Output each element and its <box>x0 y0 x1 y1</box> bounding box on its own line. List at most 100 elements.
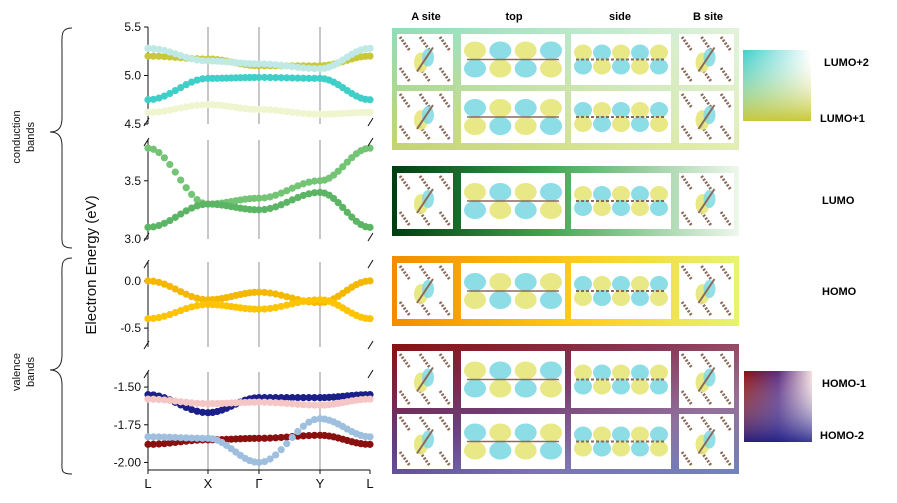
band-point <box>288 63 296 71</box>
band-point <box>166 106 174 114</box>
band-point <box>193 76 201 84</box>
band-point <box>255 398 263 406</box>
axis-break <box>367 259 374 269</box>
band-point <box>144 108 152 116</box>
band-point <box>272 74 280 82</box>
panel-conduction-upper: 4.5 5.0 5.5 <box>124 20 374 131</box>
y-tick-label: -1.75 <box>114 418 142 432</box>
band-series <box>144 44 374 73</box>
band-point <box>149 95 158 103</box>
y-tick-label: 0.0 <box>124 274 141 288</box>
top-view <box>461 91 565 143</box>
band-point <box>305 64 313 72</box>
band-point <box>166 439 174 447</box>
valence-label-line2: bands <box>25 357 37 387</box>
band-point <box>305 431 313 440</box>
band-point <box>299 432 307 440</box>
band-point <box>255 194 263 202</box>
band-point <box>366 223 374 231</box>
band-point <box>305 296 313 305</box>
band-point <box>188 190 196 199</box>
band-point <box>366 44 374 52</box>
band-point <box>171 308 179 317</box>
y-tick-label: 5.0 <box>124 69 141 83</box>
band-point <box>294 400 302 408</box>
band-point <box>193 56 201 64</box>
band-point <box>188 399 196 407</box>
top-view <box>461 173 565 229</box>
band-point <box>255 288 263 296</box>
x-tick-label: Y <box>316 476 325 491</box>
band-point <box>177 210 185 218</box>
band-point <box>299 401 307 409</box>
band-point <box>266 106 274 114</box>
band-point <box>266 455 274 463</box>
b-site-view <box>679 351 734 408</box>
side-view <box>571 173 671 229</box>
band-point <box>155 433 163 441</box>
y-tick-label: 5.5 <box>124 20 141 34</box>
band-point <box>160 92 168 100</box>
b-site-view <box>679 91 734 143</box>
band-point <box>155 221 163 230</box>
band-point <box>193 294 201 302</box>
band-point <box>160 154 168 162</box>
band-point <box>149 44 158 53</box>
band-point <box>366 96 374 104</box>
band-point <box>260 73 269 82</box>
legend-lumo-plus <box>743 50 811 121</box>
band-point <box>288 300 296 308</box>
band-point <box>299 74 307 82</box>
band-point <box>334 167 342 175</box>
band-point <box>255 206 263 214</box>
band-point <box>160 107 168 115</box>
orbital-panels: A site top side B site <box>392 11 739 474</box>
band-point <box>294 193 302 202</box>
band-point <box>366 433 374 441</box>
band-point <box>339 163 347 171</box>
b-site-view <box>679 263 734 319</box>
band-point <box>155 108 163 116</box>
band-point <box>288 433 296 442</box>
band-point <box>193 196 201 204</box>
band-point <box>343 158 351 166</box>
x-tick-label: L <box>366 476 373 491</box>
row-lumo-plus-1 <box>397 91 734 143</box>
band-point <box>171 86 179 95</box>
band-point <box>283 394 291 402</box>
band-point <box>149 440 158 448</box>
a-site-view <box>397 351 453 408</box>
band-point <box>177 398 185 406</box>
band-point <box>149 395 158 403</box>
band-series <box>144 188 374 231</box>
col-header-side: side <box>609 11 631 23</box>
top-view <box>461 414 565 469</box>
band-point <box>171 285 179 293</box>
band-point <box>160 53 168 61</box>
band-point <box>144 96 152 104</box>
band-point <box>144 277 152 285</box>
b-site-view <box>679 414 734 469</box>
band-point <box>171 433 179 442</box>
band-point <box>283 433 291 441</box>
band-point <box>294 298 302 307</box>
band-point <box>277 107 285 115</box>
band-point <box>166 282 174 291</box>
band-point <box>299 191 307 200</box>
band-point <box>294 63 302 71</box>
panel-homo: -0.5 0.0 <box>120 259 374 350</box>
band-point <box>198 295 207 303</box>
band-point <box>260 194 269 202</box>
band-point <box>283 440 291 448</box>
axis-break <box>143 232 150 242</box>
x-tick-label: X <box>204 476 213 491</box>
a-site-view <box>397 173 453 229</box>
band-point <box>177 104 185 112</box>
band-point <box>277 189 285 197</box>
band-point <box>366 52 374 60</box>
band-point <box>260 305 269 313</box>
band-point <box>277 302 285 311</box>
band-point <box>166 89 174 98</box>
y-tick-label: -0.5 <box>120 321 141 335</box>
